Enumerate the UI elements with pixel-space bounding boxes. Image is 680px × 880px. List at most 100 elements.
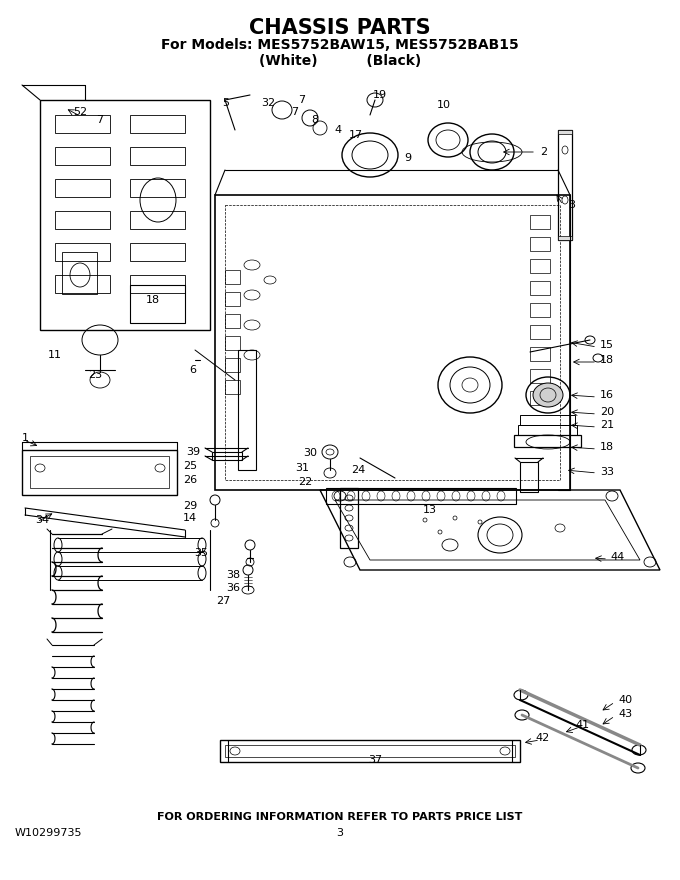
Text: 27: 27 [216,596,230,606]
Text: 26: 26 [183,475,197,485]
Bar [225,380,240,394]
Text: 19: 19 [373,90,387,100]
Text: (White)          (Black): (White) (Black) [259,54,421,68]
Text: 30: 30 [303,448,317,458]
Bar [55,211,110,229]
Text: 43: 43 [618,709,632,719]
Text: 13: 13 [423,505,437,515]
Text: 3: 3 [568,200,575,210]
Text: 31: 31 [295,463,309,473]
Text: 18: 18 [146,295,160,305]
Bar [130,179,185,197]
Text: 21: 21 [600,420,614,430]
Text: 9: 9 [405,153,411,163]
Text: 2: 2 [540,147,547,157]
Bar [225,205,560,480]
Bar [62,252,97,294]
Text: 41: 41 [576,720,590,730]
Bar [530,391,550,405]
Bar [520,415,575,425]
Text: W10299735: W10299735 [15,828,82,838]
Bar [530,259,550,273]
Text: 8: 8 [311,115,318,125]
Bar [130,211,185,229]
Bar [326,488,516,504]
Text: 52: 52 [73,107,87,117]
Text: 18: 18 [600,442,614,452]
Bar [225,745,515,757]
Text: 33: 33 [600,467,614,477]
Text: 10: 10 [437,100,451,110]
Text: 36: 36 [226,583,240,593]
Text: 7: 7 [292,107,299,117]
Text: 34: 34 [35,515,49,525]
Bar [225,336,240,350]
Text: 15: 15 [600,340,614,350]
Bar [514,435,581,447]
Text: 40: 40 [618,695,632,705]
Text: 6: 6 [190,365,197,375]
Bar [130,115,185,133]
Text: 11: 11 [48,350,62,360]
Bar [55,115,110,133]
Text: 24: 24 [351,465,365,475]
Bar [212,452,242,460]
Bar [558,130,572,134]
Text: 39: 39 [186,447,200,457]
Bar [340,488,358,548]
Bar [130,147,185,165]
Bar [220,740,520,762]
Bar [55,275,110,293]
Bar [225,270,240,284]
Text: 1: 1 [22,433,29,443]
Bar [530,325,550,339]
Bar [520,462,538,492]
Text: 38: 38 [226,570,240,580]
Bar [55,179,110,197]
Text: 32: 32 [261,98,275,108]
Ellipse shape [533,383,563,407]
Text: 20: 20 [600,407,614,417]
Bar [22,450,177,495]
Text: 22: 22 [298,477,312,487]
Bar [558,130,572,240]
Bar [225,314,240,328]
Text: CHASSIS PARTS: CHASSIS PARTS [249,18,431,38]
Bar [130,243,185,261]
Text: 5: 5 [222,98,230,108]
Bar [530,347,550,361]
Bar [130,285,185,323]
Bar [530,237,550,251]
Text: 14: 14 [183,513,197,523]
Text: 3: 3 [337,828,343,838]
Text: 7: 7 [299,95,305,105]
Bar [55,243,110,261]
Text: 17: 17 [349,130,363,140]
Bar [238,350,256,470]
Text: 4: 4 [335,125,341,135]
Bar [530,369,550,383]
Bar [530,215,550,229]
Text: 29: 29 [183,501,197,511]
Bar [215,195,570,490]
Text: 35: 35 [194,548,208,558]
Text: 7: 7 [97,115,103,125]
Text: 44: 44 [610,552,624,562]
Bar [225,358,240,372]
Bar [130,275,185,293]
Bar [225,292,240,306]
Text: 42: 42 [536,733,550,743]
Bar [30,456,169,488]
Text: 18: 18 [600,355,614,365]
Text: 37: 37 [368,755,382,765]
Text: For Models: MES5752BAW15, MES5752BAB15: For Models: MES5752BAW15, MES5752BAB15 [161,38,519,52]
Text: FOR ORDERING INFORMATION REFER TO PARTS PRICE LIST: FOR ORDERING INFORMATION REFER TO PARTS … [157,812,523,822]
Bar [55,147,110,165]
Text: 16: 16 [600,390,614,400]
Bar [530,303,550,317]
Bar [530,281,550,295]
Text: 23: 23 [88,370,102,380]
Bar [558,236,572,240]
Text: 25: 25 [183,461,197,471]
Bar [518,425,577,435]
